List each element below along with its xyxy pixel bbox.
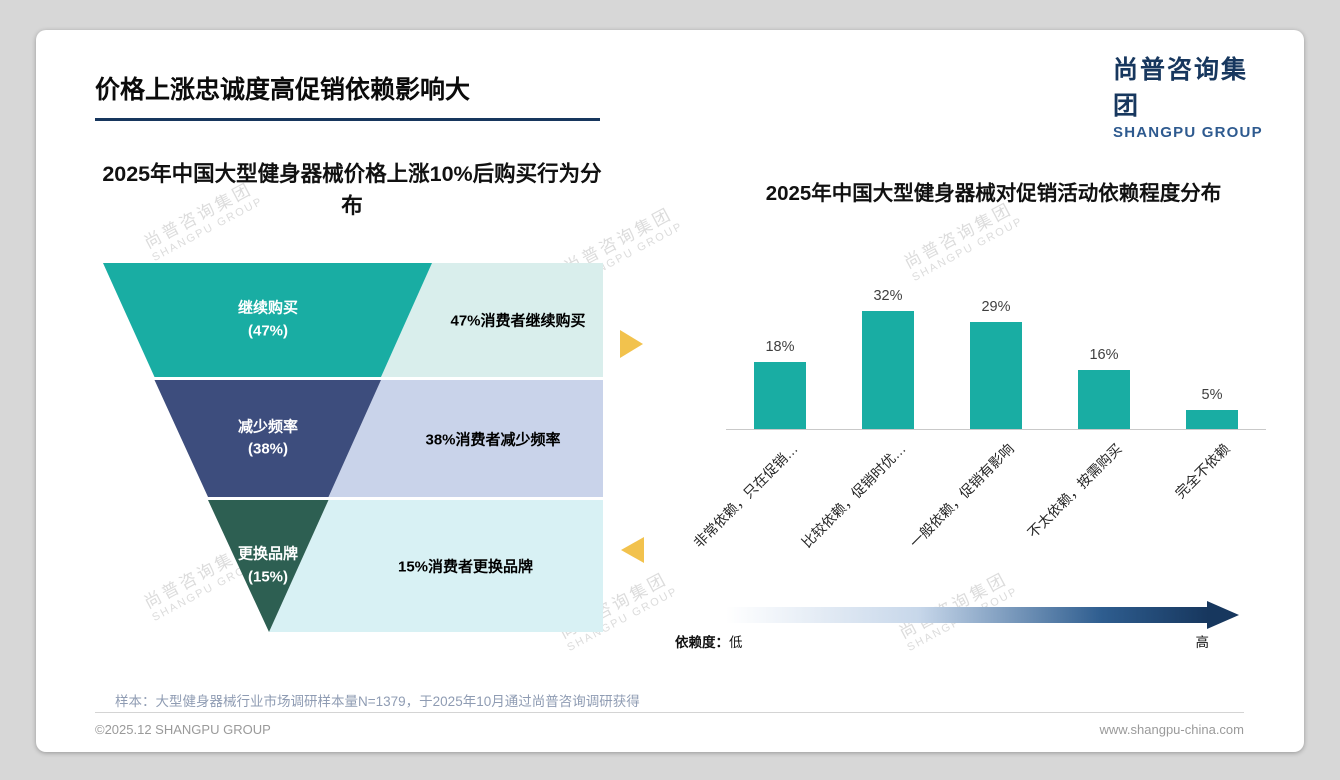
funnel-annotation-text: 15%消费者更换品牌 bbox=[397, 558, 534, 576]
gradient-arrow-head-icon bbox=[1207, 601, 1239, 629]
dependency-axis-labels: 依赖度：低 高 bbox=[675, 631, 1237, 651]
company-logo: 尚普咨询集团 SHANGPU GROUP bbox=[1113, 50, 1271, 141]
footer-copyright: ©2025.12 SHANGPU GROUP bbox=[95, 722, 271, 737]
bar-value-label: 5% bbox=[1201, 387, 1223, 403]
bar-category-label: 完全不依赖 bbox=[1171, 440, 1233, 502]
dependency-low-label: 低 bbox=[729, 635, 743, 650]
funnel-level-label: 更换品牌 (15%) bbox=[237, 545, 299, 586]
bar-chart-title: 2025年中国大型健身器械对促销活动依赖程度分布 bbox=[765, 182, 1222, 205]
yellow-arrow-right-icon bbox=[620, 330, 643, 358]
bar bbox=[754, 362, 806, 429]
bar bbox=[1078, 370, 1130, 429]
bar bbox=[862, 311, 914, 429]
bar-value-label: 18% bbox=[765, 339, 795, 355]
funnel-level-label: 减少频率 (38%) bbox=[237, 418, 299, 458]
gradient-arrow-shaft bbox=[726, 607, 1208, 623]
slide-footer: ©2025.12 SHANGPU GROUP www.shangpu-china… bbox=[95, 712, 1244, 737]
bar-value-label: 32% bbox=[873, 288, 903, 304]
footer-website: www.shangpu-china.com bbox=[1099, 722, 1244, 737]
funnel-chart: 继续购买 (47%) 47%消费者继续购买减少频率 (38%) 38%消费者减少频率… bbox=[103, 263, 603, 632]
funnel-annotation-band bbox=[269, 500, 603, 632]
funnel-chart-title: 2025年中国大型健身器械价格上涨10%后购买行为分布 bbox=[102, 162, 602, 219]
bar-value-label: 16% bbox=[1089, 347, 1119, 363]
logo-english-name: SHANGPU GROUP bbox=[1113, 124, 1263, 141]
bar-category-label: 非常依赖，只在促销… bbox=[690, 440, 801, 551]
bar bbox=[970, 322, 1022, 429]
funnel-annotation-text: 38%消费者减少频率 bbox=[425, 431, 561, 448]
bar-category-label: 一般依赖，促销有影响 bbox=[906, 440, 1017, 551]
bar-chart-category-axis: 非常依赖，只在促销… 比较依赖，促销时优… 一般依赖，促销有影响 不太依赖，按需购买完… bbox=[690, 431, 1266, 581]
dependency-axis-title: 依赖度： bbox=[675, 635, 729, 650]
slide: 尚普咨询集团 SHANGPU GROUP 尚普咨询集团 SHANGPU GROUP 尚普… bbox=[36, 30, 1304, 752]
bar-category-label: 比较依赖，促销时优… bbox=[798, 440, 909, 551]
bar-category-label: 不太依赖，按需购买 bbox=[1024, 440, 1125, 541]
funnel-segment bbox=[103, 263, 432, 377]
logo-chinese-name: 尚普咨询集团 bbox=[1113, 56, 1249, 120]
dependency-gradient-arrow bbox=[726, 601, 1241, 629]
funnel-annotation-band bbox=[328, 380, 603, 497]
bar-chart-plot-area: 18% 32% 29% 16% 5% bbox=[726, 282, 1266, 430]
funnel-annotation-text: 47%消费者继续购买 bbox=[450, 312, 586, 330]
bar-value-label: 29% bbox=[981, 299, 1011, 315]
slide-title: 价格上涨忠诚度高促销依赖影响大 bbox=[95, 70, 600, 121]
funnel-level-label: 继续购买 (47%) bbox=[237, 299, 299, 340]
funnel-level: 更换品牌 (15%) 15%消费者更换品牌 bbox=[103, 500, 603, 632]
sample-note: 样本：大型健身器械行业市场调研样本量N=1379，于2025年10月通过尚普咨询… bbox=[115, 694, 640, 709]
yellow-arrow-left-icon bbox=[621, 537, 644, 563]
funnel-level: 继续购买 (47%) 47%消费者继续购买 bbox=[103, 263, 603, 377]
funnel-level: 减少频率 (38%) 38%消费者减少频率 bbox=[103, 380, 603, 497]
dependency-high-label: 高 bbox=[1195, 635, 1210, 650]
bar bbox=[1186, 410, 1238, 429]
